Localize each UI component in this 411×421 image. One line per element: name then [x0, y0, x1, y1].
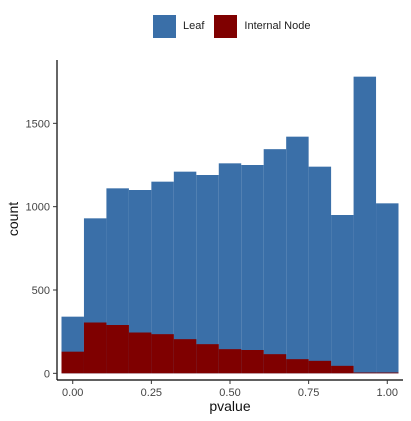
bar-leaf-9 [263, 149, 287, 374]
bar-leaf-13 [353, 76, 377, 374]
bar-leaf-10 [286, 136, 309, 374]
bar-internal-node-4 [151, 334, 174, 374]
bar-leaf-3 [128, 190, 152, 374]
bar-leaf-12 [331, 215, 354, 374]
bar-leaf-14 [376, 203, 399, 374]
x-axis-title: pvalue [209, 398, 250, 414]
bar-internal-node-1 [83, 322, 107, 374]
bar-internal-node-8 [241, 350, 264, 374]
axes-group: 0 500 1000 1500 0.00 0.25 0.50 0.75 1.00 [26, 60, 403, 399]
legend-swatch-leaf [153, 14, 176, 38]
y-axis-title: count [5, 202, 21, 236]
bar-leaf-6 [196, 175, 219, 374]
bar-internal-node-0 [61, 351, 84, 374]
x-tick-label-4: 1.00 [377, 387, 398, 399]
bars-group [61, 76, 399, 374]
x-tick-label-3: 0.75 [298, 387, 319, 399]
bar-internal-node-5 [173, 339, 197, 374]
bar-leaf-7 [218, 163, 242, 374]
bar-internal-node-7 [218, 349, 242, 374]
legend: Leaf Internal Node [153, 14, 320, 38]
legend-label-leaf: Leaf [183, 20, 205, 32]
bar-internal-node-6 [196, 344, 219, 374]
legend-item-internal-node: Internal Node [214, 14, 311, 38]
bar-internal-node-9 [263, 354, 287, 374]
bar-internal-node-3 [128, 332, 152, 374]
y-tick-label-1: 500 [32, 285, 50, 297]
bar-leaf-11 [308, 166, 332, 374]
bar-internal-node-12 [331, 365, 354, 374]
bar-internal-node-2 [106, 325, 129, 374]
legend-label-internal-node: Internal Node [244, 20, 311, 32]
y-tick-label-0: 0 [44, 368, 50, 380]
bar-leaf-8 [241, 165, 264, 374]
legend-swatch-internal-node [214, 14, 238, 38]
bar-leaf-4 [151, 181, 174, 374]
bar-internal-node-14 [376, 372, 399, 374]
x-tick-label-1: 0.25 [141, 387, 162, 399]
y-tick-label-3: 1500 [26, 118, 50, 130]
bar-internal-node-10 [286, 359, 309, 374]
legend-item-leaf: Leaf [153, 14, 205, 38]
bar-internal-node-13 [353, 372, 377, 374]
bar-leaf-5 [173, 171, 197, 374]
bar-internal-node-11 [308, 360, 332, 374]
x-tick-label-2: 0.50 [219, 387, 240, 399]
x-tick-label-0: 0.00 [62, 387, 83, 399]
y-tick-label-2: 1000 [26, 202, 50, 214]
